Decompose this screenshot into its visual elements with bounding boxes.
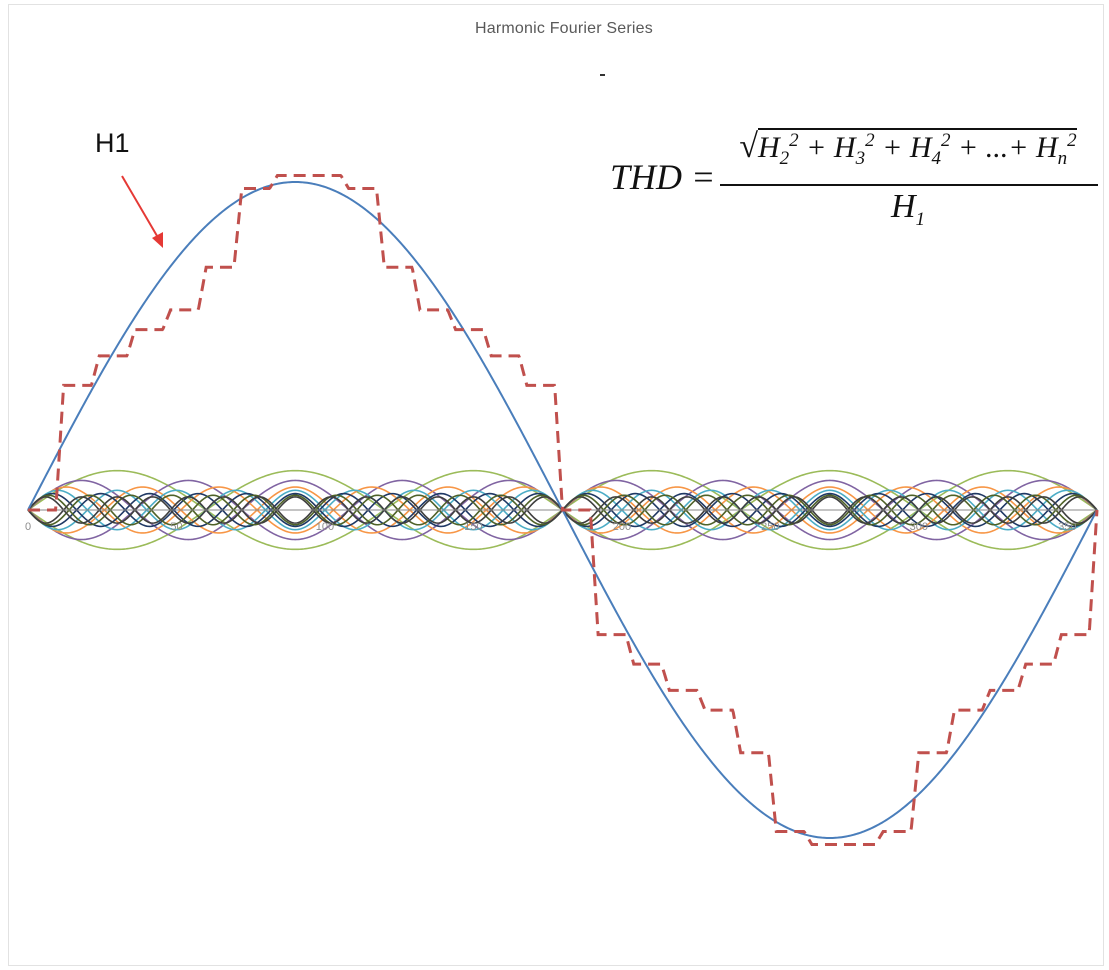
sum-waveform-line (28, 173, 1099, 847)
x-tick-label: 200 (613, 521, 631, 533)
thd-formula: THD = √H22 + H32 + H42 + ...+ Hn2 H1 (610, 128, 1100, 238)
formula-denominator: H1 (890, 188, 926, 230)
x-tick-label: 350 (1058, 521, 1076, 533)
formula-radicand: H22 + H32 + H42 + ...+ Hn2 (758, 128, 1077, 169)
fraction-bar (720, 184, 1098, 186)
sqrt-sign: √ (739, 128, 758, 165)
x-tick-label: 300 (910, 521, 928, 533)
h1-annotation-label: H1 (95, 128, 130, 158)
x-tick-label: 250 (761, 521, 779, 533)
h1-arrow (121, 175, 163, 248)
x-tick-label: 50 (170, 521, 182, 533)
sum-series-group (28, 173, 1099, 847)
x-tick-labels: 0 50 100 150 200 250 300 350 (25, 521, 1077, 533)
x-tick-label: 0 (25, 521, 31, 533)
formula-numerator: √H22 + H32 + H42 + ...+ Hn2 (722, 128, 1094, 170)
chart-frame (8, 4, 1104, 966)
formula-lhs: THD = (610, 157, 716, 197)
stray-mark (600, 74, 605, 76)
x-tick-label: 150 (464, 521, 482, 533)
x-tick-label: 100 (316, 521, 334, 533)
chart-title: Harmonic Fourier Series (475, 20, 653, 37)
